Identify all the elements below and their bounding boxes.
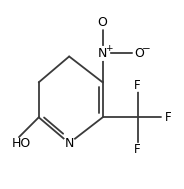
Text: O: O xyxy=(134,47,144,60)
Text: N: N xyxy=(98,47,107,60)
Text: +: + xyxy=(105,44,112,53)
Circle shape xyxy=(132,143,144,155)
Text: HO: HO xyxy=(11,137,31,150)
Text: O: O xyxy=(98,16,108,29)
Circle shape xyxy=(132,80,144,91)
Circle shape xyxy=(63,137,75,149)
Text: F: F xyxy=(165,111,171,124)
Circle shape xyxy=(133,48,145,59)
Text: N: N xyxy=(64,137,74,150)
Text: F: F xyxy=(134,143,141,156)
Circle shape xyxy=(162,112,174,123)
Text: F: F xyxy=(134,79,141,92)
Circle shape xyxy=(97,17,108,29)
Text: −: − xyxy=(142,44,150,54)
Circle shape xyxy=(96,46,109,60)
